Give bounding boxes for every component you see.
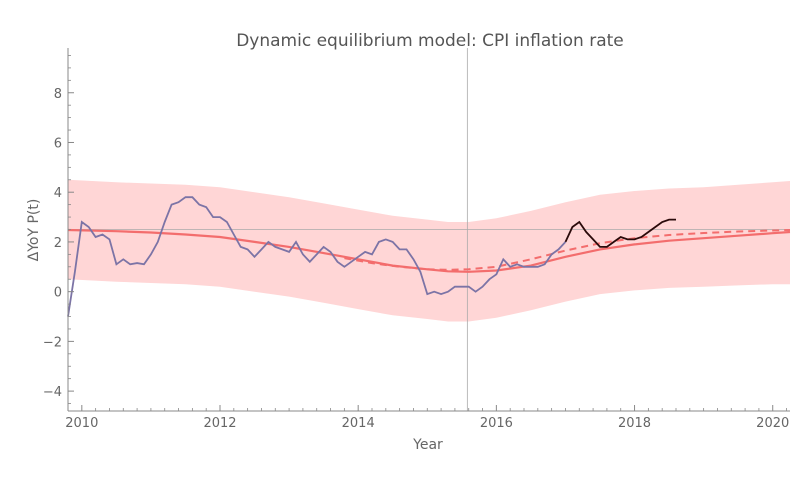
model-line-solid [67, 228, 791, 273]
y-tick-label: 8 [54, 87, 62, 102]
data-line-before [67, 196, 567, 317]
y-tick-label: 6 [54, 136, 62, 151]
x-tick-label: 2016 [480, 416, 513, 431]
axes: 2010 2012 2014 2016 2018 2020 −4 −2 0 2 4 6 8 [43, 48, 790, 431]
confidence-band [68, 179, 790, 322]
plot-area [67, 48, 791, 411]
x-tick-label: 2014 [342, 416, 375, 431]
y-axis-label: ΔYoY P(t) [26, 199, 42, 262]
x-tick-label: 2020 [756, 416, 789, 431]
y-tick-label: −2 [43, 335, 62, 350]
y-tick-label: 4 [54, 186, 62, 201]
y-tick-label: −4 [43, 385, 62, 400]
x-axis-label: Year [412, 437, 443, 453]
x-tick-label: 2012 [203, 416, 236, 431]
y-tick-label: 0 [54, 286, 62, 301]
model-line-dashed [344, 229, 791, 271]
y-tick-label: 2 [54, 236, 62, 251]
chart-title: Dynamic equilibrium model: CPI inflation… [236, 31, 624, 51]
x-tick-label: 2018 [618, 416, 651, 431]
x-tick-label: 2010 [65, 416, 98, 431]
data-line-after [564, 218, 676, 248]
